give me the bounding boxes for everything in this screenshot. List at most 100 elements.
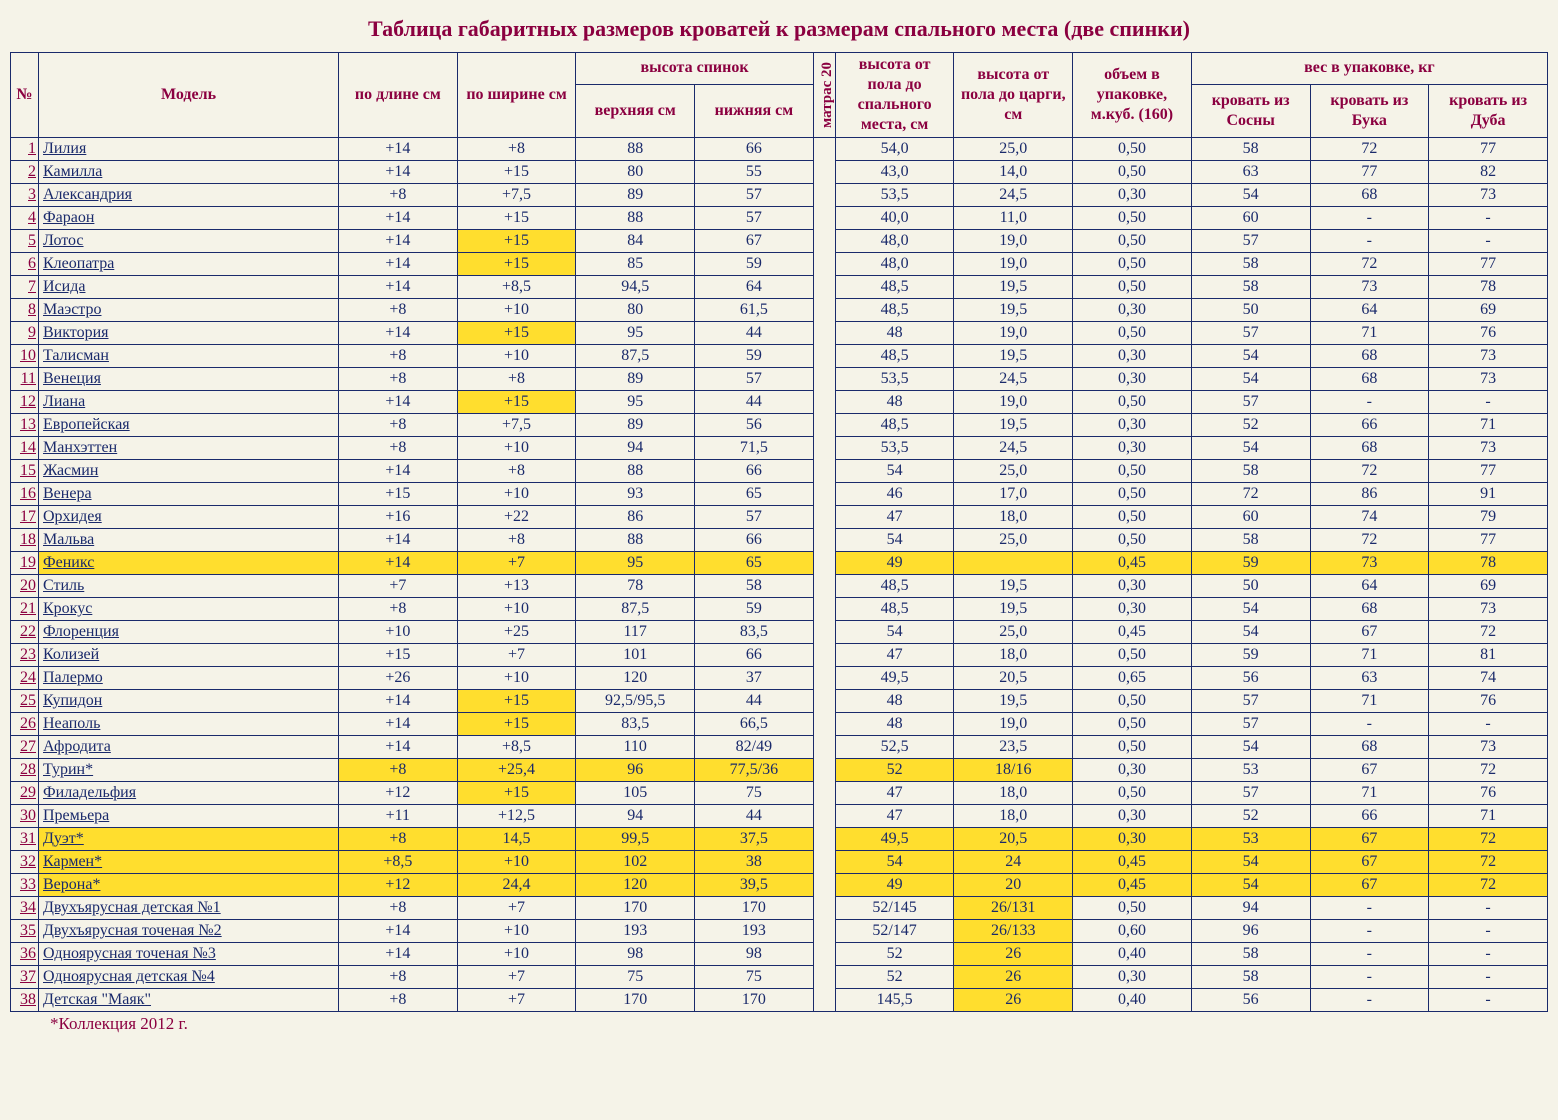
cell-value: 77	[1429, 253, 1548, 276]
cell-value: +26	[339, 667, 458, 690]
table-row: 7Исида+14+8,594,56448,519,50,50587378	[11, 276, 1548, 299]
cell-value: 87,5	[576, 598, 695, 621]
cell-value: 72	[1429, 759, 1548, 782]
cell-value: +25,4	[457, 759, 576, 782]
cell-value: 77	[1310, 161, 1429, 184]
cell-value: 96	[1191, 920, 1310, 943]
cell-value: 14,0	[954, 161, 1073, 184]
cell-value: +15	[457, 161, 576, 184]
cell-value: 193	[576, 920, 695, 943]
cell-value: 71	[1310, 644, 1429, 667]
cell-value: 89	[576, 368, 695, 391]
model-name: Детская "Маяк"	[39, 989, 339, 1012]
cell-value: 54	[1191, 851, 1310, 874]
cell-value: 37,5	[695, 828, 814, 851]
row-number: 7	[11, 276, 39, 299]
model-name: Премьера	[39, 805, 339, 828]
row-number: 19	[11, 552, 39, 575]
cell-value: 64	[695, 276, 814, 299]
cell-value: 18,0	[954, 805, 1073, 828]
cell-value: 95	[576, 322, 695, 345]
cell-value: 58	[1191, 460, 1310, 483]
cell-value: -	[1310, 966, 1429, 989]
model-name: Талисман	[39, 345, 339, 368]
cell-value: 48,5	[835, 345, 954, 368]
cell-value: +15	[457, 253, 576, 276]
cell-value: 19,5	[954, 276, 1073, 299]
cell-value: 73	[1429, 437, 1548, 460]
cell-value: 67	[695, 230, 814, 253]
cell-value: 170	[695, 989, 814, 1012]
cell-value: 77	[1429, 529, 1548, 552]
row-number: 9	[11, 322, 39, 345]
row-number: 26	[11, 713, 39, 736]
cell-value: 0,50	[1073, 506, 1192, 529]
row-number: 28	[11, 759, 39, 782]
row-number: 5	[11, 230, 39, 253]
cell-value: 20,5	[954, 667, 1073, 690]
cell-value: -	[1310, 943, 1429, 966]
cell-value: 99,5	[576, 828, 695, 851]
cell-value: 26	[954, 966, 1073, 989]
cell-value: 57	[1191, 230, 1310, 253]
table-row: 36Одноярусная точеная №3+14+10989852260,…	[11, 943, 1548, 966]
cell-value: +14	[339, 920, 458, 943]
cell-value: 23,5	[954, 736, 1073, 759]
cell-value: +8	[457, 368, 576, 391]
cell-value: 61,5	[695, 299, 814, 322]
row-number: 20	[11, 575, 39, 598]
table-head: № Модель по длине см по ширине см высота…	[11, 53, 1548, 138]
cell-value: 44	[695, 391, 814, 414]
cell-value: 52	[1191, 414, 1310, 437]
table-row: 4Фараон+14+15885740,011,00,5060--	[11, 207, 1548, 230]
page-title: Таблица габаритных размеров кроватей к р…	[10, 16, 1548, 42]
cell-value: 96	[576, 759, 695, 782]
cell-value: 0,40	[1073, 989, 1192, 1012]
cell-value: 56	[1191, 989, 1310, 1012]
cell-value: +14	[339, 138, 458, 161]
cell-value: 77	[1429, 460, 1548, 483]
cell-value: +7	[457, 644, 576, 667]
cell-value: 94	[576, 437, 695, 460]
cell-value: 39,5	[695, 874, 814, 897]
table-row: 29Филадельфия+12+15105754718,00,50577176	[11, 782, 1548, 805]
table-row: 38Детская "Маяк"+8+7170170145,5260,4056-…	[11, 989, 1548, 1012]
cell-value: 20	[954, 874, 1073, 897]
header-length: по длине см	[339, 53, 458, 138]
cell-value: 60	[1191, 207, 1310, 230]
cell-value: 74	[1429, 667, 1548, 690]
cell-value: +10	[457, 851, 576, 874]
cell-value: 88	[576, 460, 695, 483]
cell-value: 43,0	[835, 161, 954, 184]
row-number: 12	[11, 391, 39, 414]
header-spinki: высота спинок	[576, 53, 813, 85]
cell-value: 71	[1310, 322, 1429, 345]
cell-value: 25,0	[954, 460, 1073, 483]
table-row: 10Талисман+8+1087,55948,519,50,30546873	[11, 345, 1548, 368]
cell-value: 58	[1191, 966, 1310, 989]
cell-value: 0,45	[1073, 621, 1192, 644]
cell-value: -	[1429, 391, 1548, 414]
cell-value: +8	[339, 966, 458, 989]
row-number: 30	[11, 805, 39, 828]
cell-value: 18,0	[954, 506, 1073, 529]
cell-value: 0,40	[1073, 943, 1192, 966]
cell-value: 68	[1310, 598, 1429, 621]
model-name: Орхидея	[39, 506, 339, 529]
cell-value: 55	[695, 161, 814, 184]
cell-value: 0,30	[1073, 368, 1192, 391]
cell-value: +22	[457, 506, 576, 529]
row-number: 29	[11, 782, 39, 805]
cell-value: +14	[339, 943, 458, 966]
cell-value: 19,5	[954, 299, 1073, 322]
cell-value: 73	[1310, 552, 1429, 575]
cell-value: 73	[1429, 184, 1548, 207]
cell-value: 57	[1191, 713, 1310, 736]
cell-value: 48,5	[835, 414, 954, 437]
model-name: Европейская	[39, 414, 339, 437]
cell-value: 170	[576, 989, 695, 1012]
header-volume: объем в упаковке, м.куб. (160)	[1073, 53, 1192, 138]
cell-value: +10	[457, 920, 576, 943]
cell-value: 94	[1191, 897, 1310, 920]
model-name: Одноярусная точеная №3	[39, 943, 339, 966]
